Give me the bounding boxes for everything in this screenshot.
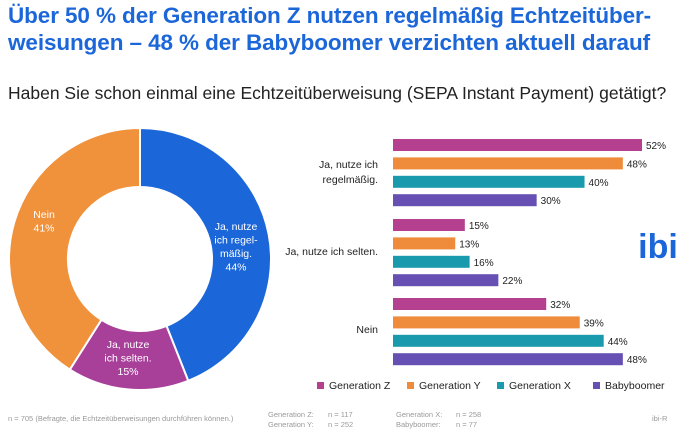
bar-value-label-0-3: 30%: [541, 196, 561, 207]
donut-chart: Ja, nutze ich regel-mäßig. 44% Ja, nutze ich…: [8, 126, 272, 391]
legend-swatch-1: [407, 382, 414, 389]
sample-size-note: n = 705 (Befragte, die Echtzeitüberweisu…: [8, 414, 234, 423]
legend-label-2: Generation X: [509, 380, 571, 392]
bar-1-0: [393, 219, 465, 231]
legend-label-1: Generation Y: [419, 380, 481, 392]
bar-1-2: [393, 255, 470, 268]
bar-2-3: [393, 353, 623, 366]
donut-slice-0: [139, 126, 272, 383]
bar-1-1: [393, 237, 456, 250]
bar-0-1: [393, 157, 623, 170]
bar-value-label-1-1: 13%: [459, 239, 479, 250]
bar-value-label-0-0: 52%: [646, 141, 666, 152]
footer-gen-z-n: n = 117: [328, 410, 353, 419]
legend-swatch-2: [497, 382, 504, 389]
legend-swatch-3: [593, 382, 600, 389]
bar-value-label-1-0: 15%: [469, 221, 489, 232]
legend-label-3: Babyboomer: [605, 380, 665, 392]
donut-value-label-1: 15%: [117, 366, 138, 378]
donut-slice-label-0: Ja, nutze: [215, 221, 258, 233]
footer-gen-z-label: Generation Z:: [268, 410, 314, 419]
bar-0-2: [393, 175, 585, 188]
legend-label-0: Generation Z: [329, 380, 391, 392]
source-label: ibi-R: [652, 414, 668, 423]
donut-value-label-2: 41%: [33, 223, 54, 235]
bar-2-2: [393, 334, 604, 347]
bar-value-label-0-2: 40%: [589, 178, 609, 189]
bar-value-label-1-2: 16%: [474, 258, 494, 269]
bar-0-3: [393, 194, 537, 207]
legend-swatch-0: [317, 382, 324, 389]
logo-text: ibi: [638, 228, 678, 266]
bar-1-3: [393, 274, 499, 287]
footer-gen-x-label: Generation X:: [396, 410, 443, 419]
chart-title: Über 50 % der Generation Z nutzen regelm…: [8, 2, 676, 56]
donut-slice-label-0: mäßig.: [220, 248, 252, 260]
ibi-logo: ibi: [638, 228, 678, 266]
donut-value-label-0: 44%: [225, 262, 246, 274]
donut-slice-label-1: ich selten.: [104, 353, 151, 365]
bar-chart-legend: Generation Z Generation Y Generation X Baby…: [317, 380, 665, 392]
bar-value-label-1-3: 22%: [502, 276, 522, 287]
donut-slice-label-1: Ja, nutze: [107, 339, 150, 351]
category-label-2: Nein: [356, 324, 378, 336]
bar-value-label-2-2: 44%: [608, 337, 628, 348]
bar-value-label-0-1: 48%: [627, 159, 647, 170]
category-label-1: Ja, nutze ich selten.: [285, 246, 378, 258]
bar-value-label-2-1: 39%: [584, 318, 604, 329]
title-line-1: Über 50 % der Generation Z nutzen regelm…: [8, 3, 652, 28]
bar-value-label-2-0: 32%: [550, 300, 570, 311]
title-line-2: weisungen – 48 % der Babyboomer verzicht…: [8, 30, 650, 55]
bar-2-1: [393, 316, 580, 329]
footer-gen-x-n: n = 258: [456, 410, 482, 419]
bar-value-label-2-3: 48%: [627, 355, 647, 366]
bar-chart: 52% 48% 40% 30% Ja, nutze ich regelmäßig. 15% 1…: [285, 139, 666, 366]
category-label-0: regelmäßig.: [323, 174, 378, 186]
donut-slice-label-0: ich regel-: [214, 235, 258, 247]
category-label-0: Ja, nutze ich: [319, 159, 378, 171]
survey-question: Haben Sie schon einmal eine Echtzeitüber…: [8, 83, 667, 103]
bar-0-0: [393, 139, 642, 151]
donut-slice-label-2: Nein: [33, 209, 55, 221]
donut-slice-2: [8, 126, 141, 371]
bar-2-0: [393, 298, 547, 310]
